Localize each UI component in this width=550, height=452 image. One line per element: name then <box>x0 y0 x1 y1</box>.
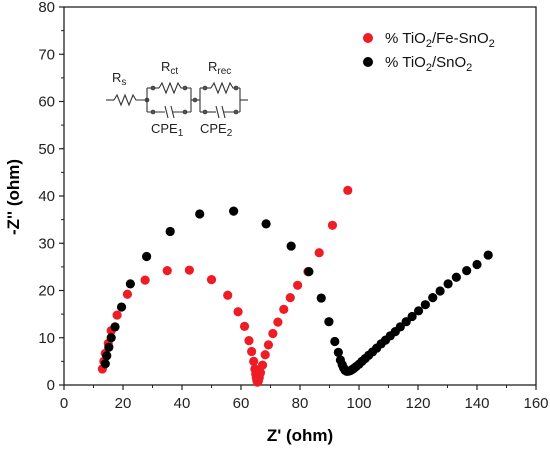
data-point <box>395 322 405 332</box>
data-point <box>195 209 205 219</box>
series-fe-sno2 <box>97 185 353 387</box>
resistor-rs-icon <box>113 93 147 107</box>
cpe1-icon <box>164 105 169 119</box>
data-point <box>324 317 334 327</box>
y-tick-label: 80 <box>38 0 55 16</box>
data-point <box>223 290 233 300</box>
x-tick-label: 40 <box>174 395 191 412</box>
x-tick-label: 100 <box>346 395 371 412</box>
data-point <box>343 185 353 195</box>
data-point <box>435 286 445 296</box>
y-tick-label: 60 <box>38 94 55 111</box>
label-rct: Rct <box>161 59 178 77</box>
data-point <box>279 304 289 314</box>
data-point <box>122 289 133 299</box>
data-point <box>483 250 493 260</box>
y-tick-label: 70 <box>38 46 55 63</box>
data-point <box>106 333 116 343</box>
data-point <box>413 306 424 316</box>
label-rs: Rs <box>112 70 126 88</box>
data-point <box>142 251 152 262</box>
data-point <box>407 311 417 322</box>
data-point <box>261 219 271 229</box>
y-tick-label: 50 <box>38 141 55 158</box>
data-point <box>420 300 430 310</box>
y-tick-label: 10 <box>38 330 55 347</box>
data-point <box>293 280 303 290</box>
data-point <box>462 266 472 276</box>
data-point <box>104 342 114 352</box>
axes: 0 20 40 60 80 100 120 140 160 0 10 20 30 40 50 60 70 80 <box>38 0 548 412</box>
data-point <box>257 360 268 370</box>
data-point <box>263 340 274 350</box>
data-point <box>268 328 278 339</box>
data-point <box>229 206 239 216</box>
x-axis-title: Z' (ohm) <box>267 426 333 445</box>
x-tick-label: 160 <box>523 395 548 412</box>
y-tick-label: 20 <box>38 283 55 300</box>
equivalent-circuit-inset: Rs Rct Rrec CPE1 CPE2 <box>106 59 248 139</box>
data-point <box>428 292 438 303</box>
data-point <box>125 279 135 289</box>
y-axis-title: -Z'' (ohm) <box>4 159 23 235</box>
legend-label-sno2: % TiO2/SnO2 <box>385 54 472 74</box>
label-cpe1: CPE1 <box>151 121 184 139</box>
data-point <box>314 248 324 258</box>
data-point <box>333 347 343 357</box>
y-tick-label: 40 <box>38 188 55 205</box>
data-point <box>112 310 122 320</box>
legend-marker-fe-sno2 <box>363 33 373 43</box>
data-series <box>97 185 493 387</box>
y-tick-label: 0 <box>47 377 55 394</box>
data-point <box>304 267 314 277</box>
series-sno2 <box>100 206 493 376</box>
data-point <box>239 321 250 332</box>
data-point <box>249 356 259 366</box>
data-point <box>255 368 266 378</box>
data-point <box>316 293 326 303</box>
data-point <box>260 350 270 360</box>
data-point <box>472 259 482 270</box>
x-tick-label: 80 <box>292 395 309 412</box>
data-point <box>100 359 110 369</box>
resistor-rrec-icon <box>210 81 240 95</box>
x-tick-label: 20 <box>115 395 132 412</box>
data-point <box>244 335 254 346</box>
data-point <box>102 351 112 361</box>
legend-entry-sno2: % TiO2/SnO2 <box>363 54 472 74</box>
data-point <box>162 266 172 276</box>
data-point <box>401 317 411 327</box>
resistor-rct-icon <box>158 81 191 95</box>
x-tick-label: 60 <box>233 395 250 412</box>
data-point <box>184 265 194 275</box>
data-point <box>443 279 453 289</box>
data-point <box>140 275 150 285</box>
cpe2-icon <box>215 105 220 119</box>
data-point <box>285 292 295 303</box>
x-tick-label: 0 <box>60 395 68 412</box>
data-point <box>165 226 175 237</box>
legend-marker-sno2 <box>363 57 373 67</box>
legend: % TiO2/Fe-SnO2 % TiO2/SnO2 <box>363 30 495 74</box>
data-point <box>286 241 296 251</box>
y-tick-label: 30 <box>38 235 55 252</box>
label-cpe2: CPE2 <box>200 121 233 139</box>
data-point <box>110 322 120 332</box>
x-tick-label: 120 <box>405 395 430 412</box>
x-tick-label: 140 <box>464 395 489 412</box>
data-point <box>247 346 257 357</box>
data-point <box>273 317 283 327</box>
data-point <box>330 336 340 347</box>
label-rrec: Rrec <box>208 59 231 77</box>
data-point <box>233 307 243 317</box>
data-point <box>451 272 461 282</box>
data-point <box>206 275 217 285</box>
legend-entry-fe-sno2: % TiO2/Fe-SnO2 <box>363 30 495 50</box>
data-point <box>116 302 127 312</box>
data-point <box>327 220 338 230</box>
legend-label-fe-sno2: % TiO2/Fe-SnO2 <box>385 30 495 50</box>
